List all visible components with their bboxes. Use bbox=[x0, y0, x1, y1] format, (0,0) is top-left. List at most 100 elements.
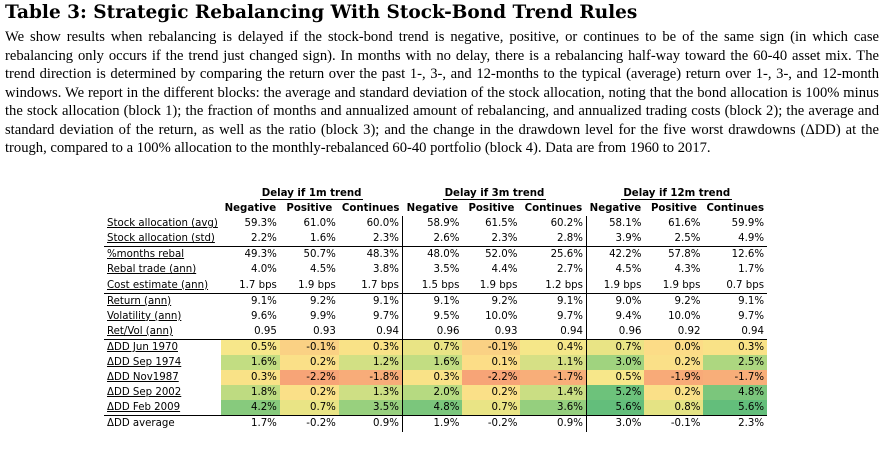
value-cell: 9.5% bbox=[433, 310, 460, 322]
row-label: ΔDD Nov1987 bbox=[107, 372, 179, 384]
value-cell: -2.2% bbox=[279, 370, 339, 386]
value-cell: 1.9 bps bbox=[298, 279, 336, 291]
value-cell: 0.94 bbox=[338, 323, 403, 340]
value-cell: 60.2% bbox=[520, 216, 587, 232]
value-cell: 0.0% bbox=[644, 338, 704, 356]
value-cell: 3.0% bbox=[586, 415, 645, 432]
table-row: ΔDD Sep 2002 1.8% 0.2% 1.3% 2.0% 0.2% 1.4% 5.2%… bbox=[104, 385, 768, 401]
value-cell: 4.0% bbox=[250, 264, 277, 276]
value-cell: 0.9% bbox=[338, 415, 403, 432]
value-cell: 4.4% bbox=[491, 264, 518, 276]
value-cell: 4.8% bbox=[402, 400, 463, 416]
value-cell: 61.6% bbox=[668, 218, 701, 230]
value-cell: 1.6% bbox=[220, 355, 280, 371]
value-cell: 0.94 bbox=[741, 325, 765, 337]
value-cell: 1.1% bbox=[520, 355, 587, 371]
table-row: Stock allocation (std) 2.2% 1.6% 2.3% 2.6% 2.… bbox=[104, 231, 767, 247]
value-cell: 0.93 bbox=[494, 325, 518, 337]
value-cell: -0.1% bbox=[462, 338, 521, 356]
table-row: ΔDD Nov1987 0.3% -2.2% -1.8% 0.3% -2.2% -1.7% 0… bbox=[104, 370, 768, 386]
value-cell: 2.3% bbox=[338, 231, 403, 247]
table-row: ΔDD average 1.7% -0.2% 0.9% 1.9% -0.2% 0.9% 3.0… bbox=[104, 415, 768, 432]
value-cell: 0.9% bbox=[520, 415, 587, 432]
value-cell: 0.5% bbox=[220, 338, 280, 356]
value-cell: 0.2% bbox=[462, 385, 521, 401]
value-cell: 0.8% bbox=[644, 400, 704, 416]
value-cell: 1.7% bbox=[738, 264, 765, 276]
value-cell: 0.7% bbox=[586, 338, 645, 356]
column-header: Negative bbox=[224, 203, 277, 215]
value-cell: 1.6% bbox=[402, 355, 463, 371]
value-cell: 0.92 bbox=[677, 325, 701, 337]
value-cell: 4.5% bbox=[615, 264, 642, 276]
group-header-1m: Delay if 1m trend bbox=[259, 188, 364, 200]
table-row: Return (ann) 9.1% 9.2% 9.1% 9.1% 9.2% 9.1% 9.0%… bbox=[104, 292, 768, 309]
value-cell: 4.3% bbox=[674, 264, 701, 276]
value-cell: 1.9 bps bbox=[662, 279, 701, 291]
value-cell: 9.9% bbox=[309, 310, 336, 322]
table-row: ΔDD Feb 2009 4.2% 0.7% 3.5% 4.8% 0.7% 3.6% 5.6%… bbox=[104, 400, 768, 416]
value-cell: 5.6% bbox=[703, 400, 768, 416]
value-cell: 9.2% bbox=[279, 292, 339, 309]
value-cell: 10.0% bbox=[485, 310, 518, 322]
value-cell: 4.9% bbox=[738, 233, 765, 245]
value-cell: 4.8% bbox=[703, 385, 768, 401]
value-cell: 61.5% bbox=[485, 218, 518, 230]
value-cell: 2.3% bbox=[703, 415, 768, 432]
value-cell: 9.6% bbox=[250, 310, 277, 322]
value-cell: 9.1% bbox=[520, 292, 587, 309]
value-cell: 3.0% bbox=[586, 355, 645, 371]
value-cell: 9.7% bbox=[738, 310, 765, 322]
value-cell: 5.6% bbox=[586, 400, 645, 416]
value-cell: 2.7% bbox=[520, 262, 587, 278]
value-cell: 0.2% bbox=[644, 355, 704, 371]
value-cell: 0.96 bbox=[436, 325, 460, 337]
value-cell: 0.3% bbox=[220, 370, 280, 386]
value-cell: 52.0% bbox=[462, 246, 521, 263]
value-cell: 0.4% bbox=[520, 338, 587, 356]
value-cell: -1.7% bbox=[703, 370, 768, 386]
value-cell: 9.7% bbox=[520, 308, 587, 324]
value-cell: 9.2% bbox=[644, 292, 704, 309]
value-cell: 0.96 bbox=[618, 325, 642, 337]
value-cell: 0.2% bbox=[279, 355, 339, 371]
value-cell: 0.7% bbox=[279, 400, 339, 416]
column-header: Positive bbox=[468, 203, 515, 215]
column-header: Continues bbox=[706, 203, 765, 215]
value-cell: 4.5% bbox=[309, 264, 336, 276]
value-cell: 9.1% bbox=[402, 292, 463, 309]
value-cell: 1.5 bps bbox=[421, 279, 460, 291]
value-cell: 1.6% bbox=[309, 233, 336, 245]
value-cell: 2.6% bbox=[433, 233, 460, 245]
value-cell: 9.1% bbox=[338, 292, 403, 309]
value-cell: 1.9% bbox=[402, 415, 463, 432]
row-label: Cost estimate (ann) bbox=[107, 279, 209, 291]
table-row: ΔDD Jun 1970 0.5% -0.1% 0.3% 0.7% -0.1% 0.4% 0.… bbox=[104, 338, 768, 356]
value-cell: 9.2% bbox=[462, 292, 521, 309]
table-row: Cost estimate (ann) 1.7 bps 1.9 bps 1.7 bps… bbox=[104, 277, 767, 294]
table-row: Ret/Vol (ann) 0.95 0.93 0.94 0.96 0.93 0.94 0.9… bbox=[104, 323, 767, 340]
value-cell: 42.2% bbox=[586, 246, 645, 263]
results-table: Delay if 1m trend Delay if 3m trend Dela… bbox=[104, 186, 768, 432]
value-cell: 0.94 bbox=[520, 323, 587, 340]
row-label: Rebal trade (ann) bbox=[107, 264, 197, 276]
value-cell: 1.4% bbox=[520, 385, 587, 401]
value-cell: 59.3% bbox=[244, 218, 277, 230]
value-cell: 1.2 bps bbox=[520, 277, 587, 294]
column-header: Continues bbox=[524, 203, 583, 215]
value-cell: 5.2% bbox=[586, 385, 645, 401]
value-cell: 1.7 bps bbox=[239, 279, 277, 291]
value-cell: 3.5% bbox=[338, 400, 403, 416]
row-label: Stock allocation (avg) bbox=[107, 218, 218, 230]
value-cell: 2.3% bbox=[491, 233, 518, 245]
value-cell: 0.5% bbox=[586, 370, 645, 386]
value-cell: 0.7 bps bbox=[726, 279, 765, 291]
row-label: ΔDD average bbox=[104, 415, 221, 432]
value-cell: -0.1% bbox=[279, 338, 339, 356]
value-cell: 25.6% bbox=[520, 246, 587, 263]
group-header-12m: Delay if 12m trend bbox=[621, 188, 733, 200]
corner-cell bbox=[104, 186, 221, 201]
value-cell: 0.7% bbox=[462, 400, 521, 416]
value-cell: 3.8% bbox=[338, 262, 403, 278]
value-cell: 1.3% bbox=[338, 385, 403, 401]
